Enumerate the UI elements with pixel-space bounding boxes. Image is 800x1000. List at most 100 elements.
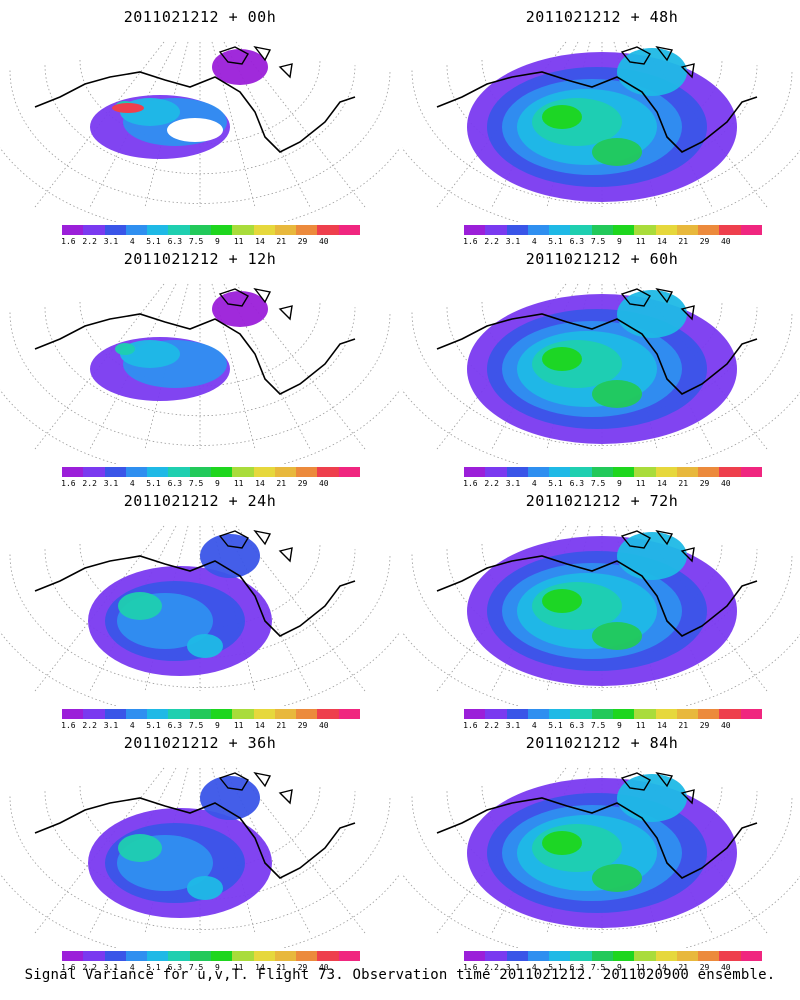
colorbar-segment	[655, 467, 677, 477]
variance-contour	[542, 105, 582, 129]
colorbar-tick-label: 2.2	[82, 237, 97, 246]
colorbar-labels: 1.6 2.2 3.1 4 5.1 6.3 7.5 9 11 14 21 29 40	[61, 479, 360, 489]
colorbar-tick-label: 7.5	[590, 237, 606, 246]
latitude-circle	[44, 307, 356, 417]
colorbar-segment	[719, 225, 741, 235]
colorbar-tick-label: 3.1	[103, 963, 119, 972]
colorbar-tick-label: 6.3	[569, 963, 585, 972]
colorbar-segment	[549, 951, 571, 961]
colorbar-segment	[168, 951, 190, 961]
colorbar-segment	[83, 709, 105, 719]
colorbar-tick-label: 14	[657, 721, 667, 730]
colorbar-tick-label: 5.1	[146, 721, 161, 730]
colorbar-tick-label: 4	[531, 237, 537, 246]
panel-title: 2011021212 + 00h	[123, 8, 277, 26]
colorbar-tick-label: 3.1	[103, 237, 119, 246]
meridian-line	[235, 525, 366, 692]
colorbar-tick-label: 14	[255, 479, 265, 488]
variance-contour	[592, 864, 642, 892]
colorbar-tick-label: 21	[678, 237, 689, 246]
colorbar-tick-label: 5.1	[548, 479, 563, 488]
colorbar-segment	[485, 225, 507, 235]
colorbar-tick-label: 6.3	[569, 237, 585, 246]
colorbar-segment	[506, 225, 528, 235]
colorbar-tick-label: 21	[276, 237, 287, 246]
colorbar-segment	[83, 467, 105, 477]
polar-map-48h	[402, 41, 800, 222]
colorbar-tick-label: 7.5	[188, 963, 204, 972]
latitude-circle	[9, 70, 391, 204]
colorbar-tick-label: 29	[297, 963, 308, 972]
colorbar-tick-label: 5.1	[548, 237, 563, 246]
panel-title: 2011021212 + 36h	[123, 734, 277, 752]
colorbar-tick-label: 6.3	[167, 237, 183, 246]
colorbar-tick-label: 7.5	[188, 479, 204, 488]
colorbar-segment	[698, 225, 720, 235]
colorbar-tick-label: 11	[635, 721, 646, 730]
arctic-islands	[620, 771, 695, 805]
colorbar-tick-label: 6.3	[167, 963, 183, 972]
colorbar-segment	[527, 467, 550, 477]
colorbar-tick-label: 4	[129, 963, 135, 972]
colorbar-tick-label: 29	[297, 237, 308, 246]
meridian-line	[223, 283, 311, 450]
colorbar-tick-label: 6.3	[569, 479, 585, 488]
colorbar-segment	[591, 709, 613, 719]
variance-contour	[200, 776, 260, 820]
colorbar-segment	[527, 709, 550, 719]
variance-contour	[212, 291, 268, 327]
colorbar-segment	[506, 951, 528, 961]
panel-title: 2011021212 + 48h	[525, 8, 679, 26]
panel-title: 2011021212 + 24h	[123, 492, 277, 510]
colorbar-tick-label: 2.2	[484, 237, 499, 246]
meridian-line	[235, 767, 366, 934]
arctic-islands	[218, 287, 293, 321]
colorbar-tick-label: 21	[678, 479, 689, 488]
colorbar-tick-label: 11	[233, 721, 244, 730]
forecast-panel-72h: 2011021212 + 72h 1.6 2.2 3.1 4 5.1 6.3 7.5 9 11 14…	[402, 486, 800, 731]
colorbar-segment	[485, 467, 507, 477]
colorbar-tick-label: 21	[678, 721, 689, 730]
colorbar-segment	[274, 225, 297, 235]
colorbar-tick-label: 3.1	[103, 721, 119, 730]
colorbar-segment	[740, 709, 762, 719]
colorbar-segment	[676, 951, 699, 961]
colorbar-segment	[549, 709, 571, 719]
colorbar-tick-label: 14	[255, 237, 265, 246]
colorbar-segment	[104, 951, 126, 961]
colorbar-tick-label: 9	[616, 479, 622, 488]
colorbar-tick-label: 2.2	[484, 721, 499, 730]
colorbar-tick-label: 7.5	[590, 479, 606, 488]
colorbar-segment	[125, 709, 148, 719]
colorbar-segment	[189, 951, 211, 961]
colorbar-tick-label: 2.2	[82, 721, 97, 730]
colorbar-tick-label: 29	[297, 479, 308, 488]
colorbar-segment	[698, 467, 720, 477]
polar-map-72h	[402, 525, 800, 706]
colorbar-segment	[655, 225, 677, 235]
variance-contour	[542, 831, 582, 855]
colorbar-tick-label: 4	[129, 237, 135, 246]
colorbar-segment	[506, 709, 528, 719]
colorbar-segment	[317, 467, 339, 477]
variance-contour	[542, 589, 582, 613]
colorbar-labels: 1.6 2.2 3.1 4 5.1 6.3 7.5 9 11 14 21 29 40	[463, 963, 762, 973]
variance-contour	[592, 138, 642, 166]
colorbar-segment	[464, 467, 486, 477]
arctic-islands	[620, 529, 695, 563]
colorbar-tick-label: 9	[214, 963, 220, 972]
colorbar-tick-label: 40	[318, 237, 329, 246]
colorbar-segment	[83, 225, 105, 235]
colorbar	[62, 225, 360, 235]
colorbar	[464, 951, 762, 961]
arctic-islands	[620, 45, 695, 79]
colorbar-segment	[274, 709, 297, 719]
colorbar-segment	[62, 225, 84, 235]
colorbar-tick-label: 5.1	[146, 237, 161, 246]
colorbar-tick-label: 3.1	[505, 963, 521, 972]
colorbar-segment	[210, 951, 233, 961]
variance-contour	[187, 876, 223, 900]
colorbar-segment	[147, 951, 169, 961]
colorbar-tick-label: 6.3	[167, 479, 183, 488]
colorbar-segment	[464, 225, 486, 235]
